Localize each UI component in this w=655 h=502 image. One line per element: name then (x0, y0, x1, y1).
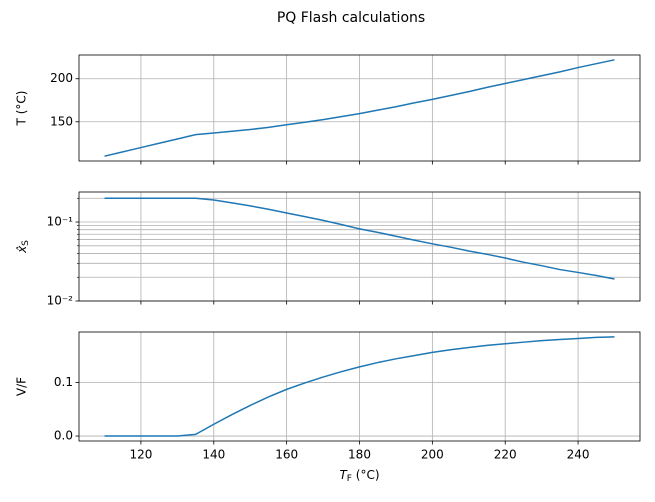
y-tick-label: 150 (50, 114, 73, 128)
y-tick-label: 10⁻¹ (47, 215, 74, 229)
x-tick-label: 120 (129, 448, 152, 462)
y-axis-label-part: x̂ (15, 245, 29, 254)
x-tick-label: 140 (202, 448, 225, 462)
y-axis-label: x̂S (15, 240, 31, 254)
y-tick-label: 0.1 (54, 375, 73, 389)
x-axis-label: TF (°C) (339, 468, 379, 484)
axes-frame (78, 191, 641, 302)
x-axis-label-part: (°C) (352, 468, 380, 482)
x-tick-label: 200 (421, 448, 444, 462)
x-axis-label-part: F (347, 474, 352, 484)
y-tick-label: 200 (50, 71, 73, 85)
figure-title: PQ Flash calculations (277, 10, 425, 26)
x-tick-label: 220 (494, 448, 517, 462)
axes-frame (78, 54, 641, 162)
data-line (104, 59, 615, 157)
x-tick-label: 160 (275, 448, 298, 462)
data-line (104, 336, 615, 437)
y-tick-label: 10⁻² (47, 294, 74, 308)
x-tick-label: 240 (567, 448, 590, 462)
y-axis-label: T (°C) (15, 91, 29, 127)
x-tick-label: 180 (348, 448, 371, 462)
x-axis-label-part: T (339, 468, 348, 482)
y-axis-label-part: S (21, 240, 31, 246)
y-axis-label: V/F (15, 377, 29, 396)
axes-frame (78, 331, 641, 442)
y-tick-label: 0.0 (54, 429, 73, 443)
data-line (104, 197, 615, 280)
